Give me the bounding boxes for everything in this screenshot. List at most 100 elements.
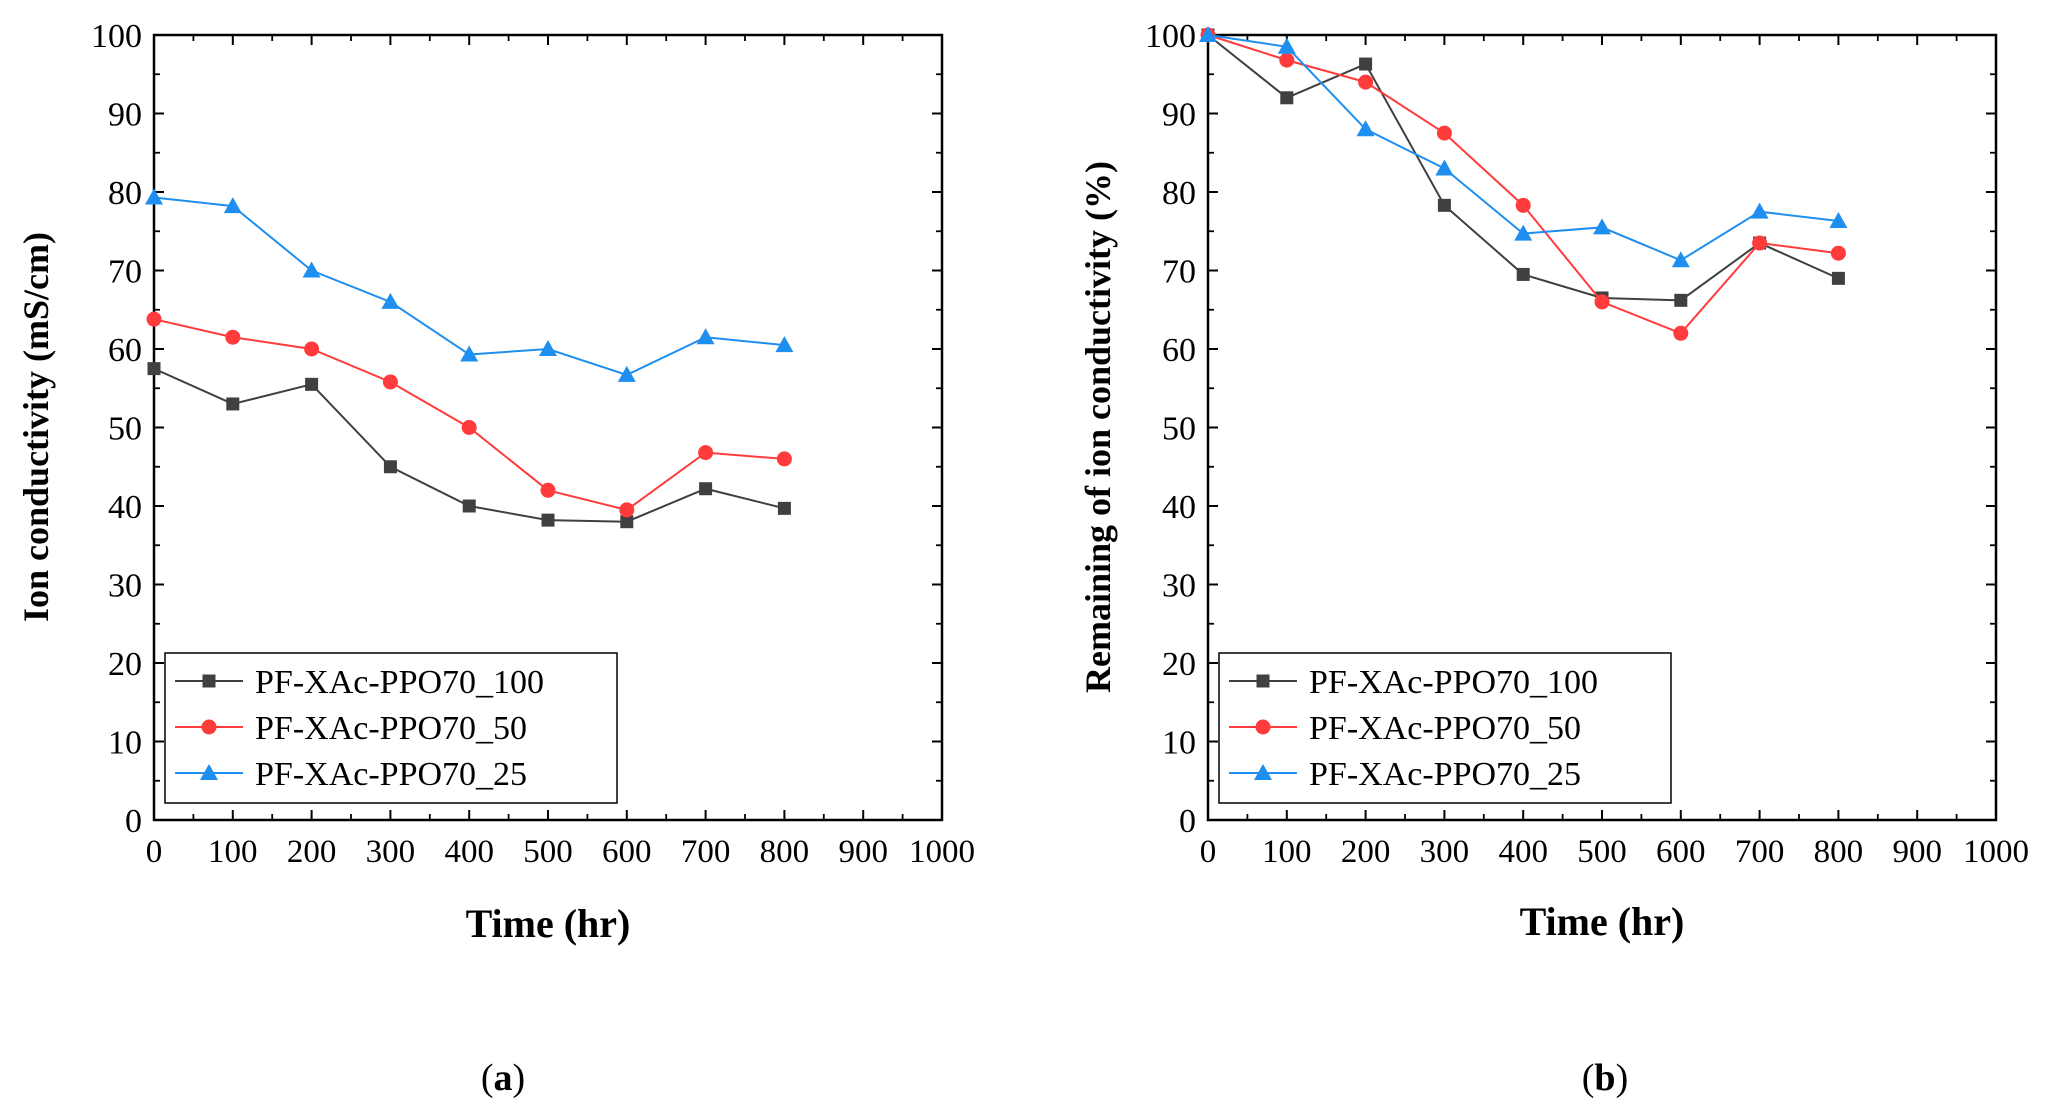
legend: PF-XAc-PPO70_100 PF-XAc-PPO70_50 PF-XAc-PP… [1218, 652, 1672, 804]
legend: PF-XAc-PPO70_100 PF-XAc-PPO70_50 PF-XAc-PP… [164, 652, 618, 804]
data-point-PF-XAc-PPO70_25 [1593, 218, 1611, 235]
y-tick-label: 90 [108, 97, 142, 134]
data-point-PF-XAc-PPO70_25 [381, 292, 400, 309]
x-tick-label: 0 [1200, 834, 1217, 870]
data-point-PF-XAc-PPO70_100 [541, 513, 555, 527]
data-point-PF-XAc-PPO70_100 [620, 515, 634, 529]
legend-swatch-marker [1256, 674, 1270, 688]
y-tick-label: 20 [1162, 646, 1196, 683]
x-tick-label: 700 [681, 834, 731, 870]
data-point-PF-XAc-PPO70_100 [1831, 271, 1845, 285]
y-tick-label: 80 [1162, 175, 1196, 212]
data-point-PF-XAc-PPO70_50 [1673, 325, 1689, 341]
data-point-PF-XAc-PPO70_50 [225, 329, 241, 345]
data-point-PF-XAc-PPO70_50 [1752, 235, 1768, 251]
series-layer [145, 188, 794, 529]
axis-ticks [153, 34, 943, 821]
legend-swatch-marker [201, 719, 217, 735]
y-axis-label: Ion conductivity (mS/cm) [16, 232, 56, 622]
panel-label: (b) [1582, 1057, 1628, 1099]
data-point-PF-XAc-PPO70_25 [1750, 202, 1769, 219]
y-tick-label: 10 [108, 725, 142, 762]
x-tick-label: 900 [838, 834, 888, 870]
y-tick-label: 50 [1162, 411, 1196, 448]
y-tick-label: 80 [108, 175, 142, 212]
y-tick-label: 60 [108, 332, 142, 369]
x-tick-label: 100 [208, 834, 258, 870]
data-point-PF-XAc-PPO70_50 [1279, 52, 1295, 68]
data-point-PF-XAc-PPO70_100 [147, 362, 161, 376]
data-point-PF-XAc-PPO70_50 [776, 451, 792, 467]
panel-label: (a) [481, 1057, 525, 1099]
legend-swatch-marker [1255, 719, 1271, 735]
data-point-PF-XAc-PPO70_25 [145, 188, 163, 205]
x-tick-label: 0 [146, 834, 163, 870]
x-tick-label: 200 [1341, 834, 1391, 870]
data-point-PF-XAc-PPO70_25 [696, 328, 715, 345]
data-point-PF-XAc-PPO70_50 [619, 502, 635, 518]
data-point-PF-XAc-PPO70_100 [226, 397, 240, 411]
legend-label: PF-XAc-PPO70_100 [255, 664, 544, 701]
y-tick-label: 10 [1162, 725, 1196, 762]
data-point-PF-XAc-PPO70_50 [540, 482, 556, 498]
legend-label: PF-XAc-PPO70_25 [255, 756, 527, 793]
data-point-PF-XAc-PPO70_50 [1594, 294, 1610, 310]
x-tick-label: 400 [444, 834, 494, 870]
x-tick-label: 100 [1262, 834, 1312, 870]
x-tick-label: 600 [602, 834, 652, 870]
data-point-PF-XAc-PPO70_25 [1277, 37, 1296, 54]
data-point-PF-XAc-PPO70_50 [382, 374, 398, 390]
x-tick-label: 200 [287, 834, 337, 870]
data-point-PF-XAc-PPO70_100 [305, 377, 319, 391]
data-point-PF-XAc-PPO70_100 [1437, 198, 1451, 212]
x-tick-label: 500 [1577, 834, 1627, 870]
data-point-PF-XAc-PPO70_25 [1435, 159, 1454, 176]
x-tick-label: 500 [523, 834, 573, 870]
y-tick-label: 50 [108, 411, 142, 448]
x-tick-label: 800 [1814, 834, 1864, 870]
data-point-PF-XAc-PPO70_50 [1830, 245, 1846, 261]
data-point-PF-XAc-PPO70_100 [1674, 293, 1688, 307]
data-point-PF-XAc-PPO70_100 [1516, 267, 1530, 281]
y-tick-label: 30 [1162, 568, 1196, 605]
data-point-PF-XAc-PPO70_50 [698, 445, 714, 461]
axis-tick-labels: 0 100 200 300 400 500 600 700 800 900 1000 0 10 20 30 4… [91, 18, 975, 870]
data-point-PF-XAc-PPO70_100 [1280, 91, 1294, 105]
data-point-PF-XAc-PPO70_25 [460, 345, 479, 362]
data-point-PF-XAc-PPO70_100 [777, 501, 791, 515]
legend-label: PF-XAc-PPO70_50 [255, 710, 527, 747]
x-axis-label: Time (hr) [466, 901, 631, 946]
x-tick-label: 1000 [909, 834, 975, 870]
y-tick-label: 40 [108, 489, 142, 526]
legend-swatch-marker [202, 674, 216, 688]
data-point-PF-XAc-PPO70_25 [775, 336, 794, 353]
legend-label: PF-XAc-PPO70_50 [1309, 710, 1581, 747]
x-tick-label: 800 [760, 834, 810, 870]
x-tick-label: 900 [1892, 834, 1942, 870]
y-tick-label: 30 [108, 568, 142, 605]
data-point-PF-XAc-PPO70_100 [1359, 57, 1373, 71]
x-tick-label: 600 [1656, 834, 1706, 870]
data-point-PF-XAc-PPO70_25 [1829, 212, 1848, 229]
data-point-PF-XAc-PPO70_50 [1358, 74, 1374, 90]
data-point-PF-XAc-PPO70_25 [1514, 224, 1533, 241]
series-line-PF-XAc-PPO70_50 [1207, 34, 1839, 335]
data-point-PF-XAc-PPO70_50 [146, 311, 162, 327]
y-tick-label: 40 [1162, 489, 1196, 526]
data-point-PF-XAc-PPO70_100 [699, 482, 713, 496]
data-point-PF-XAc-PPO70_50 [1515, 197, 1531, 213]
y-tick-label: 60 [1162, 332, 1196, 369]
y-tick-label: 20 [108, 646, 142, 683]
y-tick-label: 0 [125, 803, 142, 840]
data-point-PF-XAc-PPO70_25 [1199, 26, 1217, 42]
y-tick-label: 70 [1162, 254, 1196, 291]
data-point-PF-XAc-PPO70_25 [1356, 120, 1375, 137]
legend-label: PF-XAc-PPO70_100 [1309, 664, 1598, 701]
data-point-PF-XAc-PPO70_50 [304, 341, 320, 357]
data-point-PF-XAc-PPO70_25 [302, 261, 321, 278]
legend-label: PF-XAc-PPO70_25 [1309, 756, 1581, 793]
x-tick-label: 300 [366, 834, 416, 870]
x-tick-label: 700 [1735, 834, 1785, 870]
y-tick-label: 0 [1179, 803, 1196, 840]
data-point-PF-XAc-PPO70_50 [461, 420, 477, 435]
